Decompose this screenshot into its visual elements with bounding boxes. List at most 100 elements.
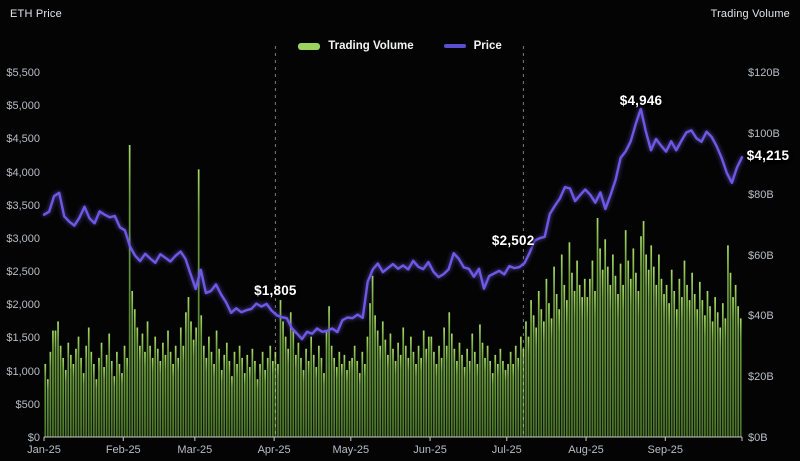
volume-bar (169, 351, 172, 437)
volume-bar (100, 342, 103, 437)
volume-bar (174, 345, 177, 437)
volume-bar (192, 339, 195, 437)
volume-bar (476, 364, 479, 437)
volume-bar (502, 360, 504, 437)
volume-bar (399, 354, 402, 438)
volume-bar (335, 367, 338, 437)
volume-bar (652, 266, 655, 437)
volume-bar (387, 354, 389, 438)
left-axis-title: ETH Price (10, 8, 62, 20)
volume-bar (522, 348, 525, 437)
volume-bar (200, 315, 203, 437)
volume-bar (223, 354, 226, 438)
legend-item-trading-volume[interactable]: Trading Volume (298, 40, 414, 52)
volume-bar (517, 357, 520, 437)
y-left-tick-label: $3,000 (6, 232, 40, 245)
volume-bar (527, 336, 530, 438)
volume-bar (195, 327, 197, 437)
volume-bar (563, 284, 566, 437)
volume-bar (586, 297, 589, 437)
volume-bar (90, 351, 93, 437)
volume-bar (512, 364, 515, 437)
volume-bar (241, 357, 243, 437)
volume-bar (591, 260, 594, 437)
volume-bar (376, 330, 379, 437)
volume-bar (159, 360, 162, 437)
volume-bar (509, 351, 512, 437)
volume-bar (632, 248, 635, 437)
volume-bar (185, 312, 187, 437)
volume-bar (732, 297, 734, 437)
volume-bar (617, 294, 619, 437)
volume-bar (46, 379, 49, 437)
price-annotation: $4,215 (746, 148, 790, 164)
volume-bar (681, 297, 683, 437)
x-tick-label: Aug-25 (568, 444, 604, 456)
volume-bar (471, 333, 474, 437)
y-left-tick-label: $1,000 (6, 365, 40, 378)
volume-bar (507, 364, 509, 437)
volume-bar (548, 303, 550, 437)
volume-bar (583, 278, 586, 437)
volume-bar (701, 300, 704, 438)
volume-bar (318, 345, 320, 437)
volume-bar (269, 345, 272, 437)
volume-bar (95, 379, 98, 437)
volume-bar (243, 373, 246, 438)
volume-bar (44, 364, 47, 437)
volume-bar (348, 360, 351, 437)
volume-bar (80, 357, 82, 437)
volume-bar (274, 351, 277, 437)
volume-bar (645, 254, 647, 437)
legend-item-price[interactable]: Price (443, 40, 502, 52)
volume-bar (691, 272, 693, 437)
volume-bar (210, 351, 213, 437)
volume-bar (297, 342, 300, 437)
volume-bar (688, 300, 691, 438)
volume-bar (131, 291, 134, 437)
volume-bar (70, 354, 72, 438)
volume-bar (445, 345, 448, 437)
volume-bar (601, 269, 604, 437)
volume-bar (289, 312, 292, 437)
volume-bar (361, 351, 364, 437)
volume-bar (737, 306, 740, 437)
volume-bar (108, 333, 111, 437)
volume-bar (407, 357, 410, 437)
volume-bar (54, 330, 57, 437)
volume-bar (162, 342, 164, 437)
volume-bar (714, 297, 716, 437)
volume-bar (466, 348, 468, 437)
volume-bar (228, 360, 231, 437)
volume-bar (443, 327, 445, 437)
volume-bar (484, 357, 486, 437)
volume-bar (683, 260, 686, 437)
volume-bar (486, 345, 489, 437)
volume-bar (139, 345, 141, 437)
volume-bar (716, 312, 719, 437)
volume-bar (59, 345, 62, 437)
volume-bar (353, 345, 356, 437)
volume-bar (118, 364, 121, 437)
volume-bar (113, 376, 116, 437)
volume-bar (98, 357, 100, 437)
volume-bar (404, 345, 407, 437)
volume-bar (650, 245, 653, 438)
volume-bar (225, 342, 228, 437)
volume-bar (543, 321, 545, 437)
volume-bar (72, 364, 75, 437)
y-right-tick-label: $80B (748, 188, 774, 201)
x-tick-label: May-25 (332, 444, 370, 456)
price-annotation: $1,805 (254, 283, 297, 299)
volume-bar (392, 348, 394, 437)
volume-bar (315, 367, 318, 437)
volume-bar (698, 281, 701, 438)
volume-bar (264, 370, 267, 437)
volume-bar (558, 309, 561, 437)
volume-bar (719, 327, 722, 437)
volume-bar (341, 364, 343, 437)
volume-bar (294, 354, 297, 438)
volume-bar (164, 354, 167, 438)
volume-bar (578, 284, 581, 437)
volume-bar (105, 354, 108, 438)
